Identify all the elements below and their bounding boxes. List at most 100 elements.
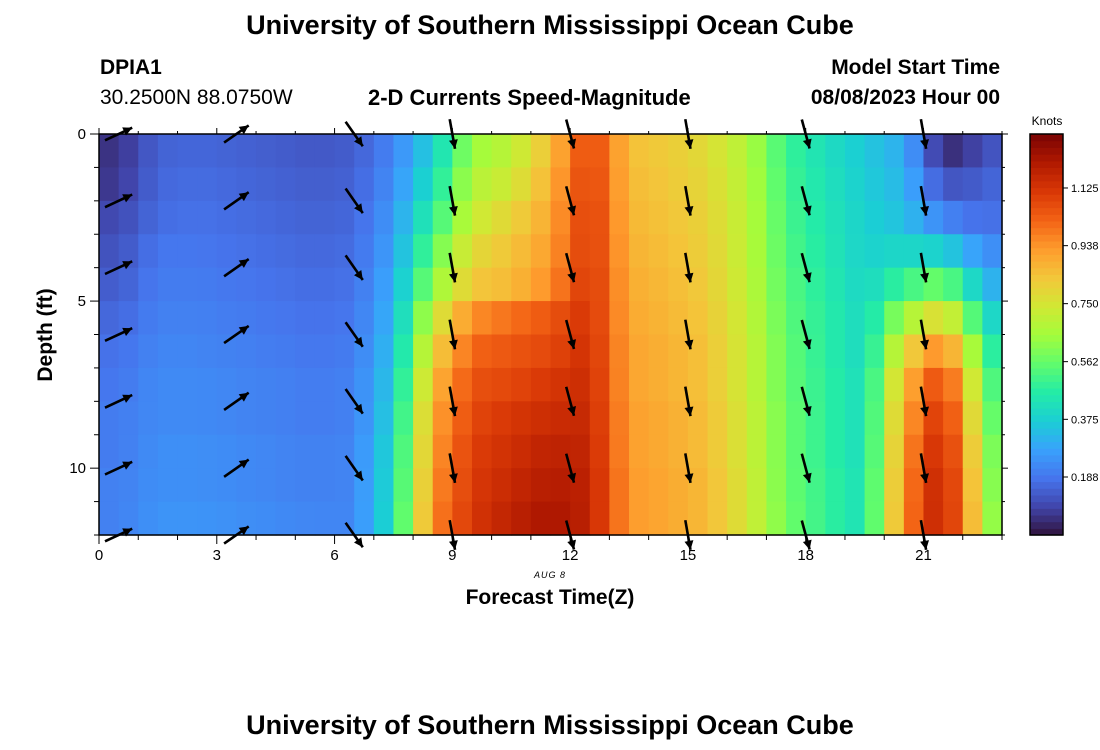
current-arrow-head — [684, 406, 694, 417]
heatmap-cell — [766, 334, 787, 369]
heatmap-cell — [609, 200, 630, 235]
heatmap-cell — [275, 401, 296, 436]
heatmap-cell — [413, 434, 434, 469]
heatmap-cell — [393, 134, 414, 169]
heatmap-cell — [216, 134, 238, 169]
heatmap-cell — [727, 134, 748, 169]
heatmap-cell — [413, 200, 434, 235]
heatmap-cell — [471, 200, 493, 235]
heatmap-cell — [197, 367, 218, 402]
heatmap-cell — [256, 501, 277, 536]
heatmap-cell — [825, 267, 846, 302]
heatmap-cell — [432, 267, 453, 302]
current-arrow — [104, 393, 133, 409]
heatmap-cell — [354, 167, 375, 202]
heatmap-cell — [138, 367, 159, 402]
colorbar-segment — [1030, 247, 1063, 255]
heatmap-cell — [334, 267, 355, 302]
heatmap-cell — [687, 401, 709, 436]
heatmap-cell — [609, 234, 630, 269]
heatmap-cell — [99, 334, 120, 369]
current-arrow-head — [354, 537, 363, 548]
heatmap-cell — [707, 167, 728, 202]
heatmap-cell — [354, 434, 375, 469]
heatmap-cell — [373, 434, 395, 469]
current-arrow-head — [354, 270, 363, 280]
colorbar-segment — [1030, 441, 1063, 449]
heatmap-cell — [982, 501, 1003, 536]
heatmap-cell — [491, 468, 512, 503]
heatmap-cell — [236, 267, 257, 302]
heatmap-cell — [197, 301, 218, 336]
heatmap-cell — [432, 334, 453, 369]
heatmap-cell — [550, 434, 571, 469]
heatmap-cell — [962, 401, 983, 436]
heatmap-cell — [550, 234, 571, 269]
colorbar-segment — [1030, 428, 1063, 436]
heatmap-cell — [256, 134, 277, 169]
current-arrow-head — [920, 272, 929, 283]
heatmap-cell — [373, 367, 395, 402]
colorbar-segment — [1030, 454, 1063, 463]
heatmap-cell — [157, 167, 179, 202]
x-tick-label: 9 — [448, 547, 456, 564]
heatmap-cell — [707, 334, 728, 369]
heatmap-cell — [687, 200, 709, 235]
heatmap-cell — [766, 401, 787, 436]
colorbar-segment — [1030, 354, 1063, 362]
heatmap-cell — [275, 367, 296, 402]
heatmap-cell — [99, 167, 120, 202]
heatmap-cell — [177, 301, 198, 336]
heatmap-cell — [629, 200, 650, 235]
heatmap-cell — [373, 167, 395, 202]
current-arrow-head — [354, 336, 363, 347]
heatmap-cell — [903, 134, 925, 169]
heatmap-cell — [766, 200, 787, 235]
heatmap-cell — [157, 501, 179, 536]
heatmap-cell — [982, 367, 1003, 402]
heatmap-cell — [511, 468, 532, 503]
heatmap-cell — [256, 334, 277, 369]
colorbar-segment — [1030, 327, 1063, 336]
heatmap-cell — [99, 401, 120, 436]
current-arrow-head — [354, 403, 363, 414]
current-arrow-head — [567, 205, 576, 216]
heatmap-cell — [727, 200, 748, 235]
current-arrow-head — [354, 203, 363, 214]
heatmap-cell — [393, 200, 414, 235]
current-arrow — [344, 388, 364, 415]
heatmap-cell — [943, 468, 964, 503]
current-arrow-head — [567, 272, 576, 283]
heatmap-cell — [687, 468, 709, 503]
heatmap-cell — [864, 401, 885, 436]
heatmap-cell — [432, 301, 453, 336]
heatmap-cell — [530, 367, 552, 402]
heatmap-cell — [864, 434, 885, 469]
x-axis-ticks: 0 3 6 9 12 15 18 21 — [95, 128, 1003, 564]
heatmap-cell — [99, 367, 120, 402]
heatmap-cell — [629, 468, 650, 503]
heatmap-cell — [707, 468, 728, 503]
heatmap-cell — [256, 200, 277, 235]
heatmap-cell — [550, 401, 571, 436]
current-arrow — [448, 319, 458, 350]
heatmap-cell — [314, 267, 336, 302]
heatmap-cell — [825, 134, 846, 169]
x-tick-label: 21 — [915, 547, 932, 564]
colorbar-segment — [1030, 267, 1063, 275]
heatmap-cell — [962, 167, 983, 202]
current-arrow — [919, 453, 929, 484]
heatmap-cell — [550, 334, 571, 369]
station-id: DPIA1 — [100, 56, 162, 79]
heatmap-cell — [864, 167, 885, 202]
current-arrow-head — [802, 539, 812, 550]
heatmap-cell — [844, 434, 866, 469]
heatmap-cell — [432, 134, 453, 169]
heatmap-cell — [687, 167, 709, 202]
heatmap-cell — [216, 434, 238, 469]
heatmap-cell — [943, 200, 964, 235]
heatmap-cell — [903, 367, 925, 402]
heatmap-cell — [687, 234, 709, 269]
heatmap-cell — [432, 468, 453, 503]
